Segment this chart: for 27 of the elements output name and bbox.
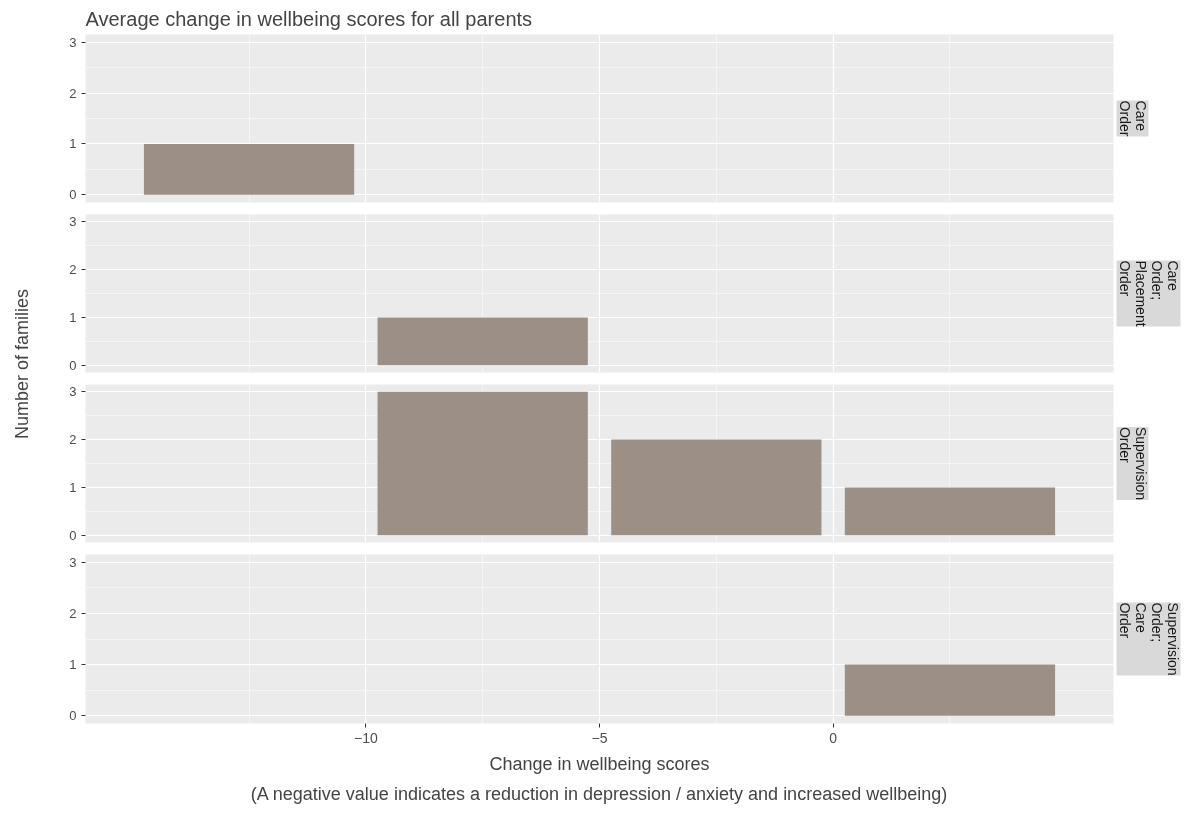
x-tick-label: −10 [353, 729, 378, 746]
y-tick-label: 3 [69, 554, 77, 570]
text: Care Order [1116, 100, 1149, 137]
y-tick-label: 3 [69, 384, 77, 400]
y-tick-label: 3 [69, 34, 77, 50]
y-tick-label: 3 [69, 214, 77, 230]
y-tick-label: 2 [69, 605, 77, 621]
text: (A negative value indicates a reduction in depression / anxiety and increased wellbeing) [250, 783, 948, 804]
x-axis-title: Change in wellbeing scores [489, 753, 710, 774]
y-axis-title: Number of families [11, 289, 32, 440]
text: Supervision Order; Care Order [1116, 602, 1181, 676]
y-tick-label: 0 [69, 708, 77, 724]
y-tick-label: 1 [69, 479, 77, 495]
text: Care Order; Placement Order [1116, 260, 1181, 327]
y-tick-label: 0 [69, 357, 77, 373]
x-tick-label: −5 [591, 729, 608, 746]
y-tick-label: 2 [69, 262, 77, 278]
y-tick-label: 0 [69, 527, 77, 543]
chart-title: Average change in wellbeing scores for all parents [85, 7, 533, 30]
y-tick-label: 1 [69, 309, 77, 325]
y-tick-label: 2 [69, 85, 77, 101]
y-tick-label: 2 [69, 432, 77, 448]
y-tick-label: 1 [69, 657, 77, 673]
y-tick-label: 0 [69, 187, 77, 203]
x-tick-label: 0 [829, 729, 838, 746]
text: Supervision Order [1116, 426, 1149, 501]
y-tick-label: 1 [69, 136, 77, 152]
